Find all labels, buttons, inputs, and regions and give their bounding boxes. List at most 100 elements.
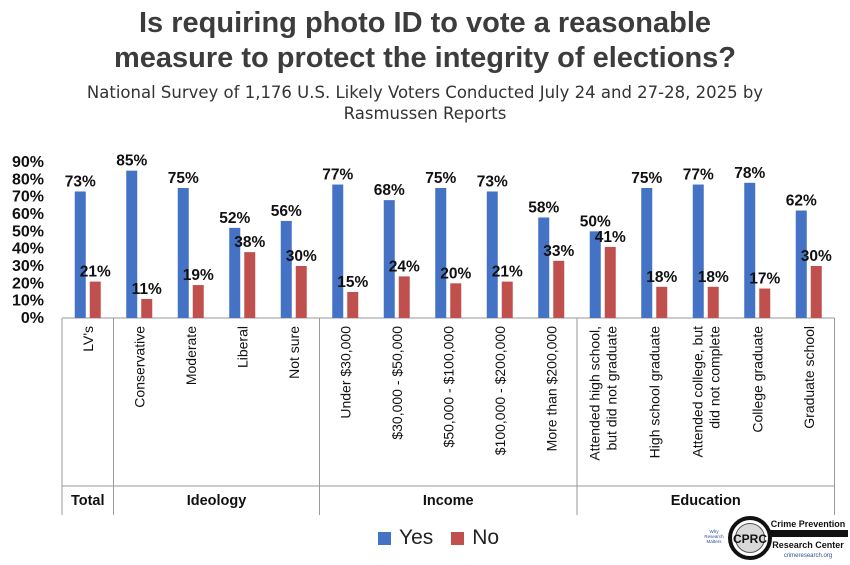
data-label-yes: 68%	[374, 182, 405, 199]
data-label-yes: 58%	[528, 199, 559, 216]
bar-yes	[383, 200, 395, 318]
bar-no	[501, 281, 513, 318]
y-tick-label: 60%	[12, 206, 44, 223]
data-label-yes: 50%	[580, 213, 611, 230]
data-label-no: 21%	[492, 264, 523, 281]
group-label: Education	[671, 493, 741, 509]
category-label: $30,000 - $50,000	[389, 326, 405, 440]
group-label: Ideology	[187, 493, 247, 509]
data-label-yes: 75%	[631, 170, 662, 187]
logo-name-line1: Crime Prevention	[771, 519, 846, 529]
bar-yes	[641, 188, 653, 318]
y-tick-label: 90%	[12, 154, 44, 171]
category-label: Attended high school,	[586, 326, 602, 461]
bar-no	[656, 286, 668, 318]
category-label: but did not graduate	[603, 326, 619, 451]
data-label-yes: 73%	[477, 173, 508, 190]
legend-item-no: No	[451, 526, 499, 550]
data-label-no: 18%	[698, 269, 729, 286]
logo-magnifier-ring	[735, 523, 765, 553]
category-label: Liberal	[234, 326, 250, 368]
data-label-no: 30%	[286, 248, 317, 265]
category-label: $50,000 - $100,000	[440, 326, 456, 448]
bar-no	[553, 260, 565, 318]
bar-yes	[692, 184, 704, 318]
data-label-no: 41%	[595, 229, 626, 246]
bar-no	[89, 281, 101, 318]
bar-yes	[332, 184, 344, 318]
data-label-no: 24%	[389, 258, 420, 275]
bar-yes	[126, 170, 138, 318]
bar-no	[759, 288, 771, 318]
data-label-yes: 73%	[65, 173, 96, 190]
category-label: did not complete	[706, 326, 722, 429]
bar-yes	[744, 182, 756, 318]
y-tick-label: 10%	[12, 293, 44, 310]
bar-no	[707, 286, 719, 318]
data-label-yes: 77%	[683, 167, 714, 184]
bar-yes	[795, 210, 807, 318]
bar-no	[192, 285, 204, 318]
bar-yes	[589, 231, 601, 318]
category-label: College graduate	[749, 326, 765, 433]
chart-subtitle-line: Rasmussen Reports	[343, 104, 507, 123]
category-label: Under $30,000	[337, 326, 353, 419]
y-tick-label: 40%	[12, 241, 44, 258]
bar-no	[450, 283, 462, 318]
category-label: $100,000 - $200,000	[492, 326, 508, 455]
chart-subtitle: National Survey of 1,176 U.S. Likely Vot…	[40, 82, 810, 124]
chart-subtitle-line: National Survey of 1,176 U.S. Likely Vot…	[86, 83, 764, 102]
bar-no	[398, 276, 410, 318]
logo-side-text: Why	[710, 529, 720, 534]
legend-swatch-no	[451, 531, 465, 545]
logo-side-text: Research	[704, 534, 724, 539]
y-tick-label: 0%	[21, 310, 44, 327]
bar-no	[347, 292, 359, 318]
bar-no	[810, 266, 822, 318]
data-label-no: 19%	[183, 267, 214, 284]
y-tick-label: 30%	[12, 258, 44, 275]
bar-yes	[486, 191, 498, 318]
category-label: More than $200,000	[543, 326, 559, 452]
category-label: LV's	[80, 326, 96, 352]
bar-yes	[229, 227, 241, 318]
legend: Yes No	[378, 524, 499, 552]
bar-yes	[177, 188, 189, 318]
data-label-yes: 77%	[322, 167, 353, 184]
data-label-no: 17%	[749, 271, 780, 288]
data-label-no: 38%	[234, 234, 265, 251]
data-label-no: 15%	[337, 274, 368, 291]
chart-title-line: Is requiring photo ID to vote a reasonab…	[138, 7, 712, 39]
data-label-yes: 56%	[271, 203, 302, 220]
category-label: High school graduate	[646, 326, 662, 459]
cprc-logo: Why Research Matters CPRC Crime Preventi…	[704, 516, 848, 560]
logo-mark: CPRC	[733, 532, 767, 546]
group-label: Total	[71, 493, 105, 509]
data-label-yes: 62%	[786, 193, 817, 210]
data-label-no: 20%	[440, 265, 471, 282]
logo-magnifier-handle	[768, 530, 848, 537]
legend-label-yes: Yes	[399, 526, 434, 549]
data-label-no: 21%	[80, 264, 111, 281]
group-label: Income	[423, 493, 474, 509]
chart-title-line: measure to protect the integrity of elec…	[114, 42, 736, 74]
category-label: Conservative	[131, 326, 147, 408]
y-tick-label: 50%	[12, 223, 44, 240]
data-label-yes: 78%	[734, 165, 765, 182]
bar-yes	[280, 220, 292, 318]
legend-label-no: No	[472, 526, 500, 549]
logo-side-text: Matters	[706, 539, 722, 544]
bar-yes	[435, 188, 447, 318]
bar-chart: 0%10%20%30%40%50%60%70%80%90%73%85%75%52…	[12, 153, 835, 515]
y-tick-label: 70%	[12, 189, 44, 206]
category-label: Not sure	[286, 326, 302, 379]
bar-no	[141, 298, 153, 318]
y-tick-label: 20%	[12, 275, 44, 292]
bar-yes	[538, 217, 550, 318]
data-label-yes: 75%	[168, 170, 199, 187]
category-label: Graduate school	[801, 326, 817, 429]
legend-item-yes: Yes	[378, 526, 433, 550]
data-label-no: 18%	[646, 269, 677, 286]
data-label-yes: 52%	[219, 210, 250, 227]
data-label-yes: 85%	[116, 153, 147, 170]
